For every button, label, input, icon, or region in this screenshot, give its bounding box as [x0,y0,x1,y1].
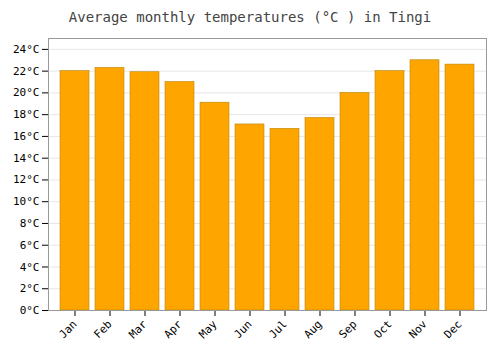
svg-text:Jul: Jul [266,318,289,341]
svg-text:Jun: Jun [231,318,254,341]
svg-text:Sep: Sep [336,318,359,341]
svg-text:Dec: Dec [441,318,464,341]
svg-text:0°C: 0°C [20,304,40,317]
svg-text:2°C: 2°C [20,282,40,295]
svg-text:8°C: 8°C [20,217,40,230]
svg-text:20°C: 20°C [13,86,40,99]
svg-text:10°C: 10°C [13,195,40,208]
svg-text:May: May [196,317,220,341]
svg-text:18°C: 18°C [13,108,40,121]
svg-text:Nov: Nov [406,317,430,341]
svg-text:Mar: Mar [126,317,150,341]
svg-text:12°C: 12°C [13,173,40,186]
svg-text:22°C: 22°C [13,65,40,78]
svg-text:Apr: Apr [161,317,185,341]
html-text:Average monthly temperatures (: Average monthly temperatures (°C ) in Ti… [68,9,432,25]
svg-text:4°C: 4°C [20,261,40,274]
svg-text:16°C: 16°C [13,130,40,143]
svg-text:Jan: Jan [56,318,79,341]
svg-text:Oct: Oct [371,318,394,341]
svg-text:14°C: 14°C [13,152,40,165]
svg-text:Aug: Aug [301,318,324,341]
svg-text:24°C: 24°C [13,43,40,56]
svg-text:Feb: Feb [91,318,114,341]
svg-text:6°C: 6°C [20,239,40,252]
